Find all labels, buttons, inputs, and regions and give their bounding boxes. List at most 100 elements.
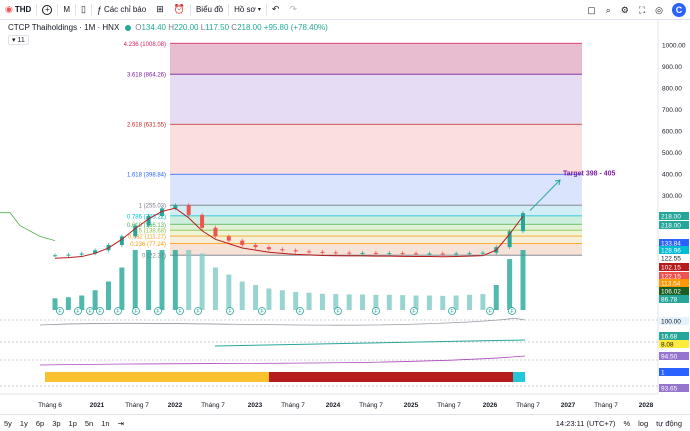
volume-bar [105,281,111,310]
clock-label[interactable]: 14:23:11 (UTC+7) [555,419,616,428]
price-tick-label: 700.00 [662,107,682,114]
chart-canvas[interactable]: 4.236 (1008.08) 3.618 (864.26) 2.618 (631.… [0,20,690,414]
range-button-5n[interactable]: 5n [84,418,94,428]
templates-button[interactable]: ⊞ [151,0,169,20]
fib-band [170,230,582,237]
candle-style-button[interactable]: ▯ [76,0,91,20]
chart-type-button[interactable]: Biểu đồ [191,0,228,20]
target-annotation[interactable]: Target 398 - 405 [563,171,616,178]
financials-marker-icon[interactable] [74,307,82,315]
financials-marker-icon[interactable] [56,307,64,315]
financials-marker-icon[interactable] [486,307,494,315]
auto-toggle[interactable]: tự động [656,419,682,428]
fib-level-label: 0.5 (138.68) [134,229,166,235]
price-tick-label: 900.00 [662,64,682,71]
camera-icon: ◎ [655,4,663,15]
time-axis[interactable]: Tháng 6 2021 Tháng 7 2022 Tháng 7 2023 Tháng 7… [0,393,658,409]
range-button-5y[interactable]: 5y [4,418,12,428]
candle [173,205,178,209]
financials-marker-icon[interactable] [410,307,418,315]
financials-marker-icon[interactable] [226,307,234,315]
financials-marker-icon[interactable] [258,307,266,315]
volume-bar [146,250,152,310]
financials-marker-icon[interactable] [448,307,456,315]
range-button-6p[interactable]: 6p [35,418,45,428]
percent-toggle[interactable]: % [623,419,631,428]
search-button[interactable]: ⌕ [601,0,616,20]
oscillator-line [39,317,526,326]
marker-letter: F [156,309,159,315]
volume-bar [480,294,486,310]
divider [36,3,38,16]
interval-label: M [63,5,70,14]
layout-button[interactable]: ▢ [582,0,601,20]
financials-marker-icon[interactable] [114,307,122,315]
financials-marker-icon[interactable] [296,307,304,315]
candle [320,251,325,253]
volume-bar [319,293,325,310]
price-tag [659,317,689,325]
candle [440,253,445,255]
fib-band [170,205,582,216]
volume-bar [467,294,473,310]
volume-bar [92,290,98,310]
fibonacci-extension[interactable]: 4.236 (1008.08) 3.618 (864.26) 2.618 (631.… [124,42,582,260]
symbol-search[interactable]: ◉ THD [0,0,36,20]
indicators-button[interactable]: ƒ Các chỉ báo [92,0,151,20]
candle [427,253,432,255]
log-toggle[interactable]: log [638,419,649,428]
profile-button[interactable]: Hồ sơ ▾ [229,0,266,20]
marker-letter: F [58,309,61,315]
marker-letter: F [298,309,301,315]
volume-bar [453,295,459,310]
symbol-logo-icon: ◉ [5,4,13,14]
add-symbol-button[interactable]: + [37,0,57,20]
indicator-count-toggle[interactable]: ▾ 11 [8,35,29,45]
financials-marker-icon[interactable] [372,307,380,315]
price-tag-label: 102.15 [661,265,681,272]
financials-marker-icon[interactable] [194,307,202,315]
date-ranges: 5y 1y 6p 3p 1p 5n 1n [0,419,114,428]
candle [226,236,231,241]
financials-marker-icon[interactable] [96,307,104,315]
alert-button[interactable]: ⏰ [169,0,190,20]
legend-title[interactable]: CTCP Thaiholdings · 1M · HNX [8,23,120,32]
camera-button[interactable]: ◎ [650,0,668,20]
financials-marker-icon[interactable] [154,307,162,315]
financials-marker-icon[interactable] [176,307,184,315]
ma-line [0,212,56,242]
range-button-1p[interactable]: 1p [68,418,77,428]
redo-button[interactable]: ↷ [284,0,302,20]
time-tick-label: 2024 [326,402,341,409]
candle [146,215,151,226]
indicators-label: Các chỉ báo [103,5,147,14]
marker-letter: F [450,309,453,315]
marker-letter: F [412,309,415,315]
candle [373,252,378,254]
candle [387,253,392,255]
volume-bar [159,250,165,310]
fullscreen-button[interactable]: ⛶ [634,0,650,20]
grid-icon: ⊞ [156,4,164,14]
settings-button[interactable]: ⚙ [616,0,634,20]
signal-bar-cyan [513,372,525,382]
marker-letter: F [196,309,199,315]
time-tick-label: Tháng 7 [125,402,149,409]
undo-icon: ↶ [271,4,280,14]
app-logo-icon[interactable]: C [672,3,686,17]
financials-marker-icon[interactable] [132,307,140,315]
financials-marker-icon[interactable] [508,307,516,315]
financials-marker-icon[interactable] [86,307,94,315]
volume-bar [186,250,192,310]
target-arrow[interactable] [529,179,561,211]
candle [266,247,271,250]
range-button-1y[interactable]: 1y [19,418,28,428]
undo-button[interactable]: ↶ [267,0,285,20]
time-tick-label: 2027 [561,402,576,409]
interval-button[interactable]: M [58,0,75,20]
goto-date-button[interactable]: ⇥ [117,418,124,428]
range-button-3p[interactable]: 3p [52,418,61,428]
price-tick-label: 600.00 [662,129,682,136]
range-button-1n[interactable]: 1n [101,418,110,428]
financials-marker-icon[interactable] [334,307,342,315]
